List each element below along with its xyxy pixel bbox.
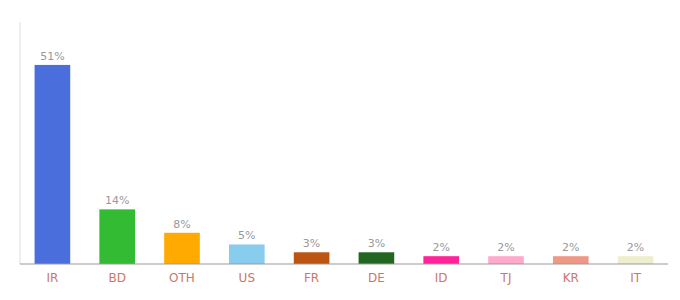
x-tick-label: IR [46, 271, 58, 285]
x-tick-label: IT [630, 271, 642, 285]
x-tick-label: BD [108, 271, 125, 285]
x-tick-label: FR [304, 271, 319, 285]
bar [99, 209, 135, 264]
bars [35, 65, 654, 264]
x-tick-label: DE [368, 271, 385, 285]
data-label: 8% [173, 218, 190, 231]
data-label: 2% [562, 241, 579, 254]
data-label: 3% [303, 237, 320, 250]
chart: 51% 14% 8% 5% 3% 3% 2% 2% 2% 2% IR BD OTH US FR DE ID TJ K… [0, 0, 680, 300]
x-tick-label: TJ [500, 271, 512, 285]
x-tick-label: OTH [169, 271, 195, 285]
bar [164, 233, 200, 264]
bar [294, 252, 330, 264]
bar [488, 256, 524, 264]
data-label: 2% [627, 241, 644, 254]
x-tick-label: US [239, 271, 255, 285]
data-label: 3% [368, 237, 385, 250]
data-label: 2% [432, 241, 449, 254]
data-label: 51% [40, 50, 64, 63]
bar [553, 256, 589, 264]
data-label: 5% [238, 229, 255, 242]
data-label: 2% [497, 241, 514, 254]
x-tick-label: KR [563, 271, 579, 285]
chart-container: 51% 14% 8% 5% 3% 3% 2% 2% 2% 2% IR BD OTH US FR DE ID TJ K… [0, 0, 680, 300]
data-label: 14% [105, 194, 129, 207]
bar [423, 256, 459, 264]
x-tick-label: ID [435, 271, 448, 285]
bar [618, 256, 654, 264]
bar [35, 65, 71, 264]
bar [359, 252, 395, 264]
x-axis-line [20, 263, 668, 264]
y-axis-line [20, 22, 21, 264]
bar [229, 244, 265, 264]
